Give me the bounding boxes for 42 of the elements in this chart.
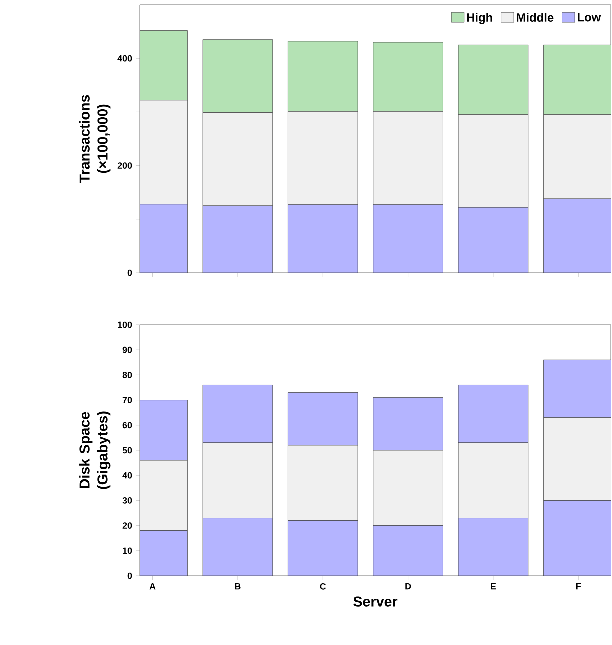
y-tick-label: 70: [122, 397, 132, 404]
y-tick-label: 10: [123, 548, 132, 554]
y-tick-label: 400: [118, 55, 132, 62]
x-tick-label: E: [491, 584, 496, 590]
x-tick-label: F: [576, 584, 582, 590]
bar: [288, 41, 358, 112]
y-tick-label: 30: [122, 498, 132, 504]
x-axis-title: Server: [354, 596, 398, 607]
y-tick-label: 0: [128, 572, 132, 580]
y-tick-label: 20: [122, 522, 132, 529]
bar: [458, 442, 529, 518]
legend-label: Middle: [517, 13, 554, 22]
y-tick-label: 50: [122, 447, 132, 454]
legend-label: High: [467, 13, 492, 24]
bar: [288, 445, 358, 521]
legend-label: Low: [578, 13, 602, 22]
bar: [373, 450, 444, 526]
bar: [202, 442, 274, 518]
x-tick-label: B: [235, 584, 241, 590]
y-tick-label: 80: [122, 372, 132, 378]
x-tick-label: A: [150, 584, 156, 590]
y-tick-label: 90: [122, 346, 132, 354]
bar: [373, 204, 444, 273]
y-tick-label: 40: [122, 472, 132, 479]
bar: [458, 385, 529, 444]
bar: [202, 206, 274, 273]
y-axis-title: Disk Space (Gigabytes): [79, 412, 111, 490]
bar: [373, 42, 444, 112]
y-tick-label: 200: [118, 162, 132, 169]
bar: [288, 392, 358, 446]
bar: [373, 398, 444, 451]
y-tick-label: 60: [122, 422, 132, 429]
x-tick-label: D: [406, 584, 412, 590]
bar: [458, 44, 529, 116]
bar: [202, 40, 274, 113]
bar: [458, 207, 529, 273]
y-axis-title: Transactions (×100,000): [79, 95, 111, 184]
bar: [288, 204, 358, 273]
y-tick-label: 100: [118, 322, 132, 328]
x-tick-label: C: [320, 584, 326, 590]
bar: [202, 385, 274, 444]
y-tick-label: 0: [128, 270, 132, 276]
